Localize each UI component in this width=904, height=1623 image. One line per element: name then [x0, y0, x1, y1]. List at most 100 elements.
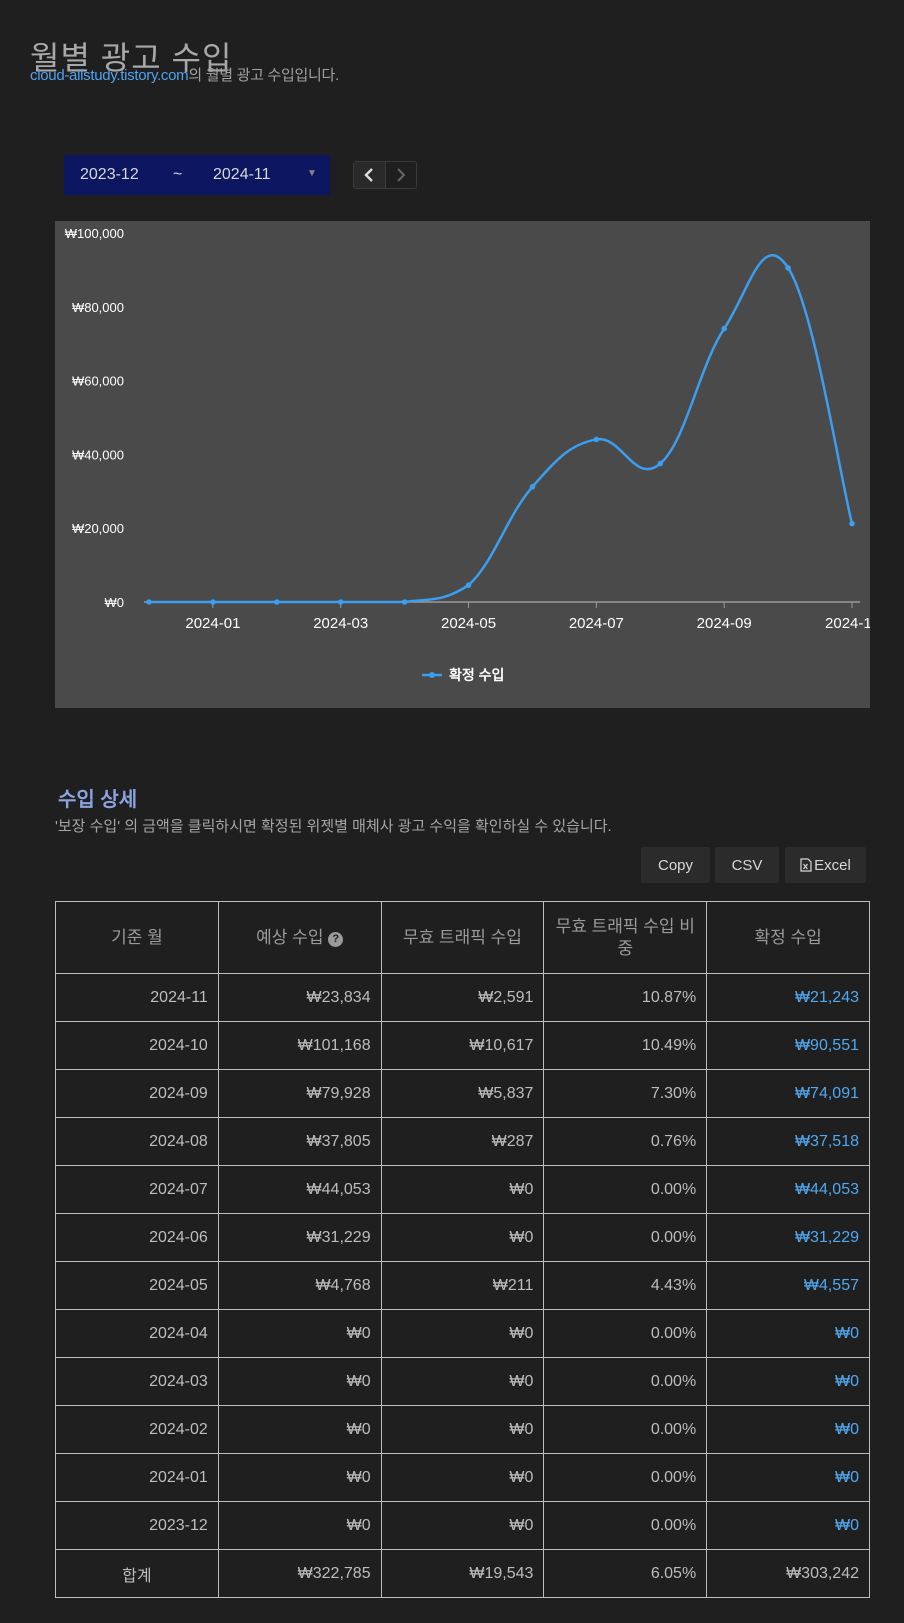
cell-confirmed[interactable]: ₩0 [706, 1309, 870, 1358]
date-range-picker[interactable]: 2023-12 ~ 2024-11 ▼ [64, 155, 330, 195]
data-point [785, 265, 791, 271]
caret-down-icon: ▼ [307, 168, 317, 179]
cell-invalid-ratio: 0.00% [543, 1453, 708, 1502]
table-row: 2024-09 ₩79,928 ₩5,837 7.30% ₩74,091 [55, 1069, 870, 1118]
y-tick-label: ₩100,000 [65, 226, 124, 241]
section-title: 수입 상세 [58, 789, 138, 811]
next-range-button[interactable] [386, 162, 417, 188]
cell-confirmed[interactable]: ₩74,091 [706, 1069, 870, 1118]
x-tick-label: 2024-09 [697, 615, 752, 632]
col-month: 기준 월 [55, 901, 219, 974]
data-point [465, 582, 472, 588]
cell-confirmed[interactable]: ₩90,551 [706, 1021, 870, 1070]
data-point [146, 599, 152, 605]
col-invalid-ratio: 무효 트래픽 수입 비중 [543, 901, 708, 974]
revenue-chart: ₩0 ₩20,000 ₩40,000 ₩60,000 ₩80,000 ₩100,000 20… [55, 221, 870, 708]
table-row: 2024-11 ₩23,834 ₩2,591 10.87% ₩21,243 [55, 973, 870, 1022]
cell-month: 2024-10 [55, 1021, 219, 1070]
x-tick-label: 2024-07 [569, 615, 624, 632]
cell-estimated: ₩0 [217, 1309, 382, 1358]
cell-estimated: ₩79,928 [217, 1069, 382, 1118]
subtitle-text: 의 월별 광고 수입입니다. [188, 67, 339, 84]
table-row: 2024-10 ₩101,168 ₩10,617 10.49% ₩90,551 [55, 1021, 870, 1070]
help-icon[interactable]: ? [328, 931, 344, 947]
cell-invalid-traffic: ₩0 [380, 1309, 545, 1358]
legend-marker [429, 672, 435, 678]
data-point [529, 483, 536, 490]
cell-invalid-traffic: ₩287 [380, 1117, 545, 1166]
table-row: 2024-01 ₩0 ₩0 0.00% ₩0 [55, 1453, 870, 1502]
y-tick-label: ₩0 [105, 595, 125, 610]
cell-confirmed[interactable]: ₩0 [706, 1405, 870, 1454]
cell-month: 2024-01 [55, 1453, 219, 1502]
excel-button[interactable]: Excel [785, 847, 866, 883]
cell-confirmed[interactable]: ₩0 [706, 1453, 870, 1502]
cell-invalid-ratio: 0.00% [543, 1165, 708, 1214]
cell-confirmed[interactable]: ₩0 [706, 1357, 870, 1406]
table-row: 2024-04 ₩0 ₩0 0.00% ₩0 [55, 1309, 870, 1358]
x-tick-label: 2024-03 [313, 615, 368, 632]
cell-estimated: ₩31,229 [217, 1213, 382, 1262]
cell-month-total: 합계 [55, 1549, 219, 1598]
y-tick-label: ₩80,000 [72, 300, 124, 315]
cell-invalid-ratio: 10.87% [543, 973, 708, 1022]
data-point [401, 599, 408, 605]
cell-estimated: ₩0 [217, 1453, 382, 1502]
table-row: 2024-08 ₩37,805 ₩287 0.76% ₩37,518 [55, 1117, 870, 1166]
cell-confirmed[interactable]: ₩4,557 [706, 1261, 870, 1310]
table-row: 2023-12 ₩0 ₩0 0.00% ₩0 [55, 1501, 870, 1550]
cell-confirmed[interactable]: ₩0 [706, 1501, 870, 1550]
y-tick-label: ₩40,000 [72, 447, 124, 462]
cell-month: 2023-12 [55, 1501, 219, 1550]
cell-invalid-ratio: 7.30% [543, 1069, 708, 1118]
page-subtitle: cloud-allstudy.tistory.com의 월별 광고 수입입니다. [30, 64, 339, 85]
cell-invalid-ratio: 0.00% [543, 1501, 708, 1550]
y-tick-label: ₩60,000 [72, 374, 124, 389]
cell-invalid-traffic: ₩0 [380, 1213, 545, 1262]
cell-estimated: ₩101,168 [217, 1021, 382, 1070]
table-row: 2024-02 ₩0 ₩0 0.00% ₩0 [55, 1405, 870, 1454]
legend-label: 확정 수입 [449, 667, 504, 683]
data-point [337, 599, 344, 605]
x-tick-label: 2024-01 [185, 615, 240, 632]
data-point [849, 520, 855, 527]
table-row: 2024-07 ₩44,053 ₩0 0.00% ₩44,053 [55, 1165, 870, 1214]
site-link[interactable]: cloud-allstudy.tistory.com [30, 67, 189, 84]
cell-estimated: ₩0 [217, 1357, 382, 1406]
col-estimated-label: 예상 수입 [256, 927, 324, 947]
page-title: 월별 광고 수입 [30, 40, 233, 77]
cell-invalid-traffic-total: ₩19,543 [380, 1549, 545, 1598]
cell-invalid-traffic: ₩211 [380, 1261, 545, 1310]
table-row: 2024-05 ₩4,768 ₩211 4.43% ₩4,557 [55, 1261, 870, 1310]
cell-invalid-traffic: ₩0 [380, 1501, 545, 1550]
cell-confirmed[interactable]: ₩44,053 [706, 1165, 870, 1214]
cell-month: 2024-06 [55, 1213, 219, 1262]
cell-month: 2024-04 [55, 1309, 219, 1358]
cell-estimated: ₩4,768 [217, 1261, 382, 1310]
cell-invalid-traffic: ₩5,837 [380, 1069, 545, 1118]
cell-estimated: ₩44,053 [217, 1165, 382, 1214]
cell-invalid-traffic: ₩0 [380, 1453, 545, 1502]
cell-invalid-ratio: 0.00% [543, 1309, 708, 1358]
cell-month: 2024-11 [55, 973, 219, 1022]
range-to: 2024-11 [213, 166, 271, 183]
col-confirmed: 확정 수입 [706, 901, 870, 974]
prev-range-button[interactable] [354, 162, 386, 188]
cell-invalid-ratio: 0.00% [543, 1213, 708, 1262]
data-point [721, 325, 727, 332]
section-description: '보장 수입' 의 금액을 클릭하시면 확정된 위젯별 매체사 광고 수익을 확… [55, 818, 612, 835]
y-tick-label: ₩20,000 [72, 521, 124, 536]
series-line [149, 254, 854, 604]
cell-month: 2024-05 [55, 1261, 219, 1310]
cell-confirmed[interactable]: ₩31,229 [706, 1213, 870, 1262]
data-point [593, 436, 600, 443]
cell-invalid-traffic: ₩2,591 [380, 973, 545, 1022]
data-point [210, 599, 216, 605]
cell-confirmed[interactable]: ₩21,243 [706, 973, 870, 1022]
csv-button[interactable]: CSV [715, 847, 779, 883]
x-tick-label: 2024-05 [441, 615, 496, 632]
cell-invalid-ratio: 0.76% [543, 1117, 708, 1166]
cell-invalid-ratio: 0.00% [543, 1357, 708, 1406]
copy-button[interactable]: Copy [641, 847, 710, 883]
cell-confirmed[interactable]: ₩37,518 [706, 1117, 870, 1166]
